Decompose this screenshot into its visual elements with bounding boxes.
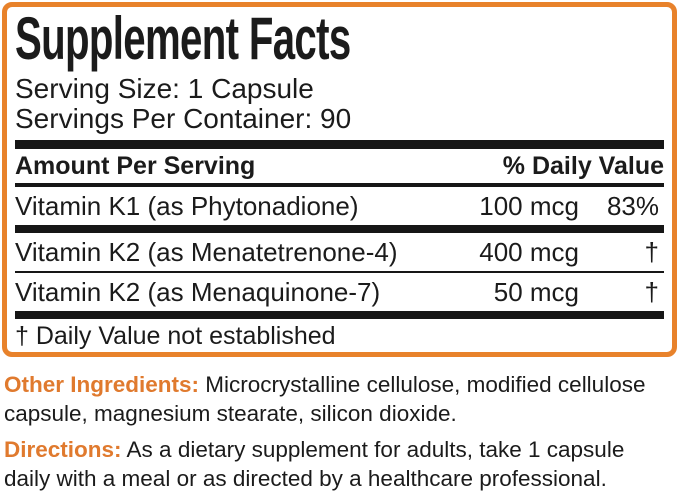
other-ingredients-text: Microcrystalline cellulose, modified cel… [4,372,646,426]
table-header-row: Amount Per Serving % Daily Value [15,149,664,183]
nutrient-daily-value: † [644,277,659,307]
divider-bar [15,225,664,233]
directions-label: Directions: [4,437,122,462]
amount-per-serving-header: Amount Per Serving [15,152,256,180]
other-ingredients-paragraph: Other Ingredients: Microcrystalline cell… [4,370,673,428]
divider-bar [15,140,664,149]
servings-per-container: Servings Per Container: 90 [15,103,352,134]
panel-title: Supplement Facts [15,5,351,72]
divider-bar [15,311,664,319]
nutrient-amount: 100 mcg [479,191,579,221]
nutrient-amount: 400 mcg [479,237,579,267]
daily-value-header: % Daily Value [502,152,664,180]
nutrient-name: Vitamin K1 (as Phytonadione) [15,191,359,221]
daily-value-footnote: † Daily Value not established [15,322,336,350]
nutrient-name: Vitamin K2 (as Menatetrenone-4) [15,237,398,267]
table-row: Vitamin K1 (as Phytonadione) 100 mcg 83% [15,187,664,225]
table-row: Vitamin K2 (as Menaquinone-7) 50 mcg † [15,273,664,311]
table-row: Vitamin K2 (as Menatetrenone-4) 400 mcg … [15,233,664,271]
supplement-facts-panel: Supplement Facts Serving Size: 1 Capsule… [2,2,677,357]
nutrient-amount: 50 mcg [493,277,579,307]
divider-rule [15,183,664,187]
nutrient-daily-value: 83% [606,191,659,221]
directions-paragraph: Directions: As a dietary supplement for … [4,435,673,493]
nutrient-name: Vitamin K2 (as Menaquinone-7) [15,277,381,307]
serving-size: Serving Size: 1 Capsule [15,73,314,104]
divider-rule [15,271,664,273]
directions-text: As a dietary supplement for adults, take… [4,437,625,491]
nutrient-daily-value: † [644,237,659,267]
other-ingredients-label: Other Ingredients: [4,372,200,397]
